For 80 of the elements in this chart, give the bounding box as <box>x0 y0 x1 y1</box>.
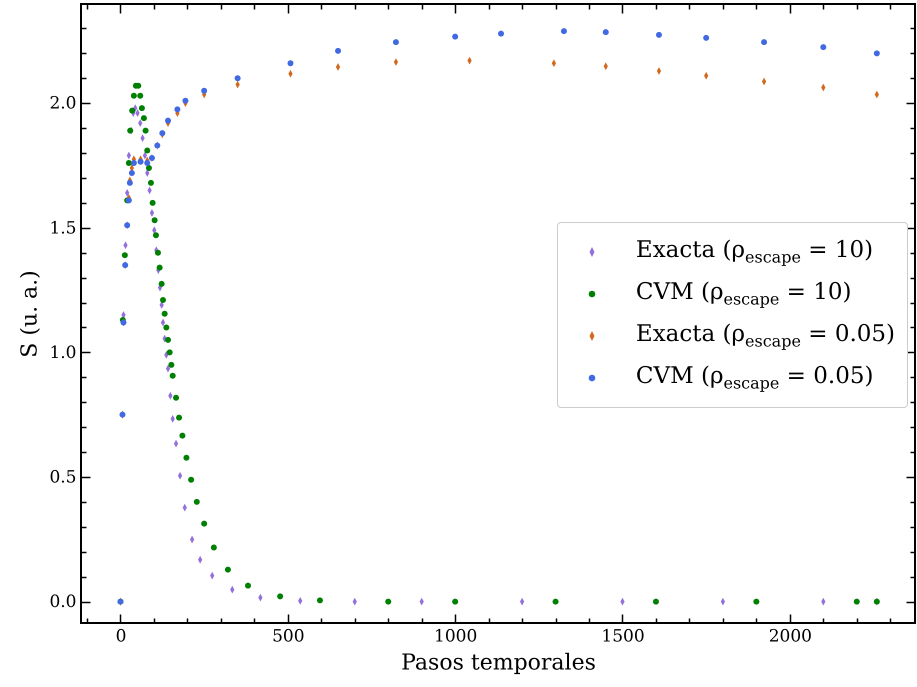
point <box>560 28 567 34</box>
point <box>245 582 251 589</box>
point <box>761 39 768 46</box>
legend-label: Exacta (ρ$_{escape}$ = 0.05) <box>636 321 895 351</box>
point <box>277 593 284 600</box>
point <box>148 180 154 186</box>
point <box>152 232 159 238</box>
point <box>288 60 294 66</box>
point <box>126 160 132 166</box>
point <box>498 30 504 37</box>
point <box>552 598 559 605</box>
point <box>152 217 158 224</box>
point <box>452 34 458 40</box>
point <box>201 520 208 527</box>
point <box>137 92 144 99</box>
point <box>156 264 163 271</box>
point <box>179 432 186 439</box>
point <box>130 160 137 166</box>
x-tick-label: 1500 <box>601 626 645 646</box>
point <box>130 92 137 99</box>
y-tick-label: 0.0 <box>49 592 76 612</box>
y-tick-label: 1.5 <box>49 218 76 238</box>
point <box>166 349 173 356</box>
x-tick-label: 2000 <box>768 626 812 646</box>
point <box>142 128 149 134</box>
point <box>140 115 147 122</box>
point <box>129 108 136 114</box>
point <box>163 324 170 330</box>
point <box>154 250 161 256</box>
point <box>652 598 659 605</box>
x-axis-title: Pasos temporales <box>401 650 596 676</box>
point <box>162 310 168 317</box>
point <box>316 597 323 604</box>
point <box>138 105 145 112</box>
legend-label: CVM (ρ$_{escape}$ = 0.05) <box>636 363 874 393</box>
legend-label: CVM (ρ$_{escape}$ = 10) <box>636 279 852 309</box>
point <box>385 598 392 605</box>
point <box>165 118 172 124</box>
point <box>176 414 182 421</box>
point <box>194 498 200 505</box>
point <box>820 44 826 50</box>
point <box>183 454 190 461</box>
point <box>165 336 172 343</box>
point <box>144 148 150 154</box>
y-tick-label: 1.0 <box>49 342 76 363</box>
point <box>168 362 174 368</box>
point <box>656 32 662 38</box>
point <box>392 39 399 46</box>
point <box>150 200 156 206</box>
point <box>126 180 133 186</box>
point <box>874 50 880 56</box>
point <box>144 160 150 166</box>
point <box>234 75 241 82</box>
point <box>146 164 152 171</box>
point <box>182 98 188 104</box>
point <box>128 170 135 176</box>
x-tick-label: 500 <box>272 626 305 646</box>
legend-label: Exacta (ρ$_{escape}$ = 10) <box>636 237 874 267</box>
point <box>335 48 342 54</box>
point <box>160 297 166 304</box>
y-tick-label: 0.5 <box>49 467 76 488</box>
point <box>602 29 609 36</box>
x-tick-label: 0 <box>116 626 126 646</box>
point <box>170 372 176 379</box>
point <box>138 158 144 165</box>
x-tick-label: 1000 <box>434 626 478 646</box>
point <box>703 34 710 41</box>
point <box>854 598 860 605</box>
point <box>174 106 180 112</box>
point <box>210 544 217 550</box>
point <box>122 252 128 258</box>
point <box>158 280 165 287</box>
y-tick-label: 2.0 <box>49 94 76 114</box>
point <box>188 476 194 483</box>
y-axis-title: S (u. a.) <box>17 270 42 358</box>
point <box>224 566 231 573</box>
point <box>173 394 180 401</box>
point <box>452 598 458 605</box>
point <box>201 88 208 94</box>
point <box>753 598 760 605</box>
